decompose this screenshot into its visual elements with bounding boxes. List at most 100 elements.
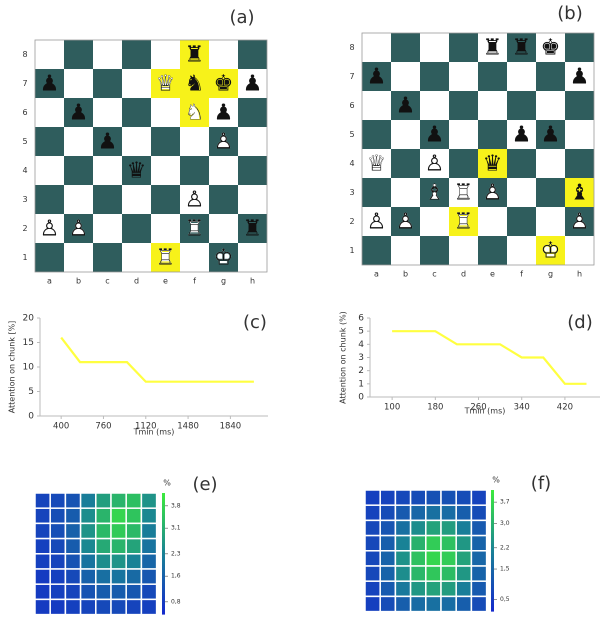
heat-cell: [395, 520, 410, 535]
heat-cell: [50, 523, 65, 538]
heat-cell: [471, 596, 486, 611]
panel-label: (d): [567, 312, 592, 333]
heat-cell: [65, 493, 80, 508]
rank-label: 8: [22, 50, 27, 59]
heat-cell: [81, 569, 96, 584]
heat-cell: [96, 554, 111, 569]
piece: ♙: [214, 130, 234, 155]
square: [420, 62, 449, 91]
piece: ♛: [127, 159, 147, 184]
heat-cell: [471, 520, 486, 535]
heat-cell: [365, 551, 380, 566]
heat-cell: [111, 508, 126, 523]
heat-cell: [441, 581, 456, 596]
square: [209, 156, 238, 185]
square: [122, 243, 151, 272]
file-label: a: [374, 270, 379, 279]
square: [35, 98, 64, 127]
heat-cell: [65, 599, 80, 614]
y-tick-label: 6: [358, 314, 364, 324]
square: [93, 69, 122, 98]
file-label: g: [221, 277, 226, 286]
piece: ♙: [40, 217, 60, 242]
heat-cell: [426, 581, 441, 596]
heat-cell: [441, 505, 456, 520]
square: [35, 40, 64, 69]
square: [478, 62, 507, 91]
heat-cell: [441, 520, 456, 535]
y-tick-label: 10: [23, 363, 35, 373]
square: [507, 236, 536, 265]
y-axis-label: Attention on chunk [%]: [8, 321, 17, 414]
piece: ♖: [185, 217, 205, 242]
heat-cell: [81, 493, 96, 508]
square: [93, 243, 122, 272]
square: [536, 91, 565, 120]
x-tick-label: 760: [95, 422, 111, 432]
square: [391, 236, 420, 265]
heat-cell: [365, 536, 380, 551]
heat-cell: [456, 505, 471, 520]
square: [391, 120, 420, 149]
piece: ♙: [425, 152, 445, 177]
heat-cell: [50, 539, 65, 554]
square: [151, 185, 180, 214]
colorbar-tick-label: 0,8: [171, 598, 181, 605]
heat-cell: [65, 523, 80, 538]
heat-cell: [456, 520, 471, 535]
piece: ♘: [185, 101, 205, 126]
heat-cell: [411, 581, 426, 596]
piece: ♛: [483, 152, 503, 177]
file-label: c: [105, 277, 109, 286]
square: [362, 178, 391, 207]
panel-label: (a): [229, 7, 254, 28]
heat-cell: [126, 584, 141, 599]
heat-cell: [65, 508, 80, 523]
panel-label: (b): [557, 3, 582, 24]
heat-cell: [365, 505, 380, 520]
heat-cell: [141, 599, 156, 614]
square: [180, 156, 209, 185]
heat-cell: [365, 490, 380, 505]
square: [64, 156, 93, 185]
heat-cell: [441, 551, 456, 566]
piece: ♚: [214, 72, 234, 97]
square: [391, 149, 420, 178]
heat-cell: [380, 490, 395, 505]
file-label: a: [47, 277, 52, 286]
rank-label: 6: [349, 101, 354, 110]
square: [93, 185, 122, 214]
square: [122, 127, 151, 156]
heat-cell: [426, 596, 441, 611]
heat-cell: [65, 554, 80, 569]
heat-cell: [411, 551, 426, 566]
heat-cell: [471, 551, 486, 566]
heat-cell: [441, 490, 456, 505]
piece: ♙: [570, 210, 590, 235]
heat-cell: [50, 554, 65, 569]
square: [151, 98, 180, 127]
heat-cell: [426, 536, 441, 551]
heat-cell: [395, 536, 410, 551]
heat-cell: [456, 566, 471, 581]
rank-label: 8: [349, 43, 354, 52]
square: [565, 120, 594, 149]
heat-cell: [411, 505, 426, 520]
piece: ♟: [214, 101, 234, 126]
heat-cell: [365, 596, 380, 611]
heat-cell: [111, 599, 126, 614]
square: [180, 243, 209, 272]
rank-label: 6: [22, 108, 27, 117]
square: [151, 127, 180, 156]
data-line: [392, 331, 586, 384]
square: [565, 149, 594, 178]
heat-cell: [380, 581, 395, 596]
heat-cell: [111, 539, 126, 554]
piece: ♔: [214, 246, 234, 271]
heat-cell: [426, 520, 441, 535]
square: [93, 98, 122, 127]
x-tick-label: 340: [514, 403, 530, 413]
piece: ♟: [69, 101, 89, 126]
heat-cell: [35, 554, 50, 569]
heat-cell: [365, 581, 380, 596]
